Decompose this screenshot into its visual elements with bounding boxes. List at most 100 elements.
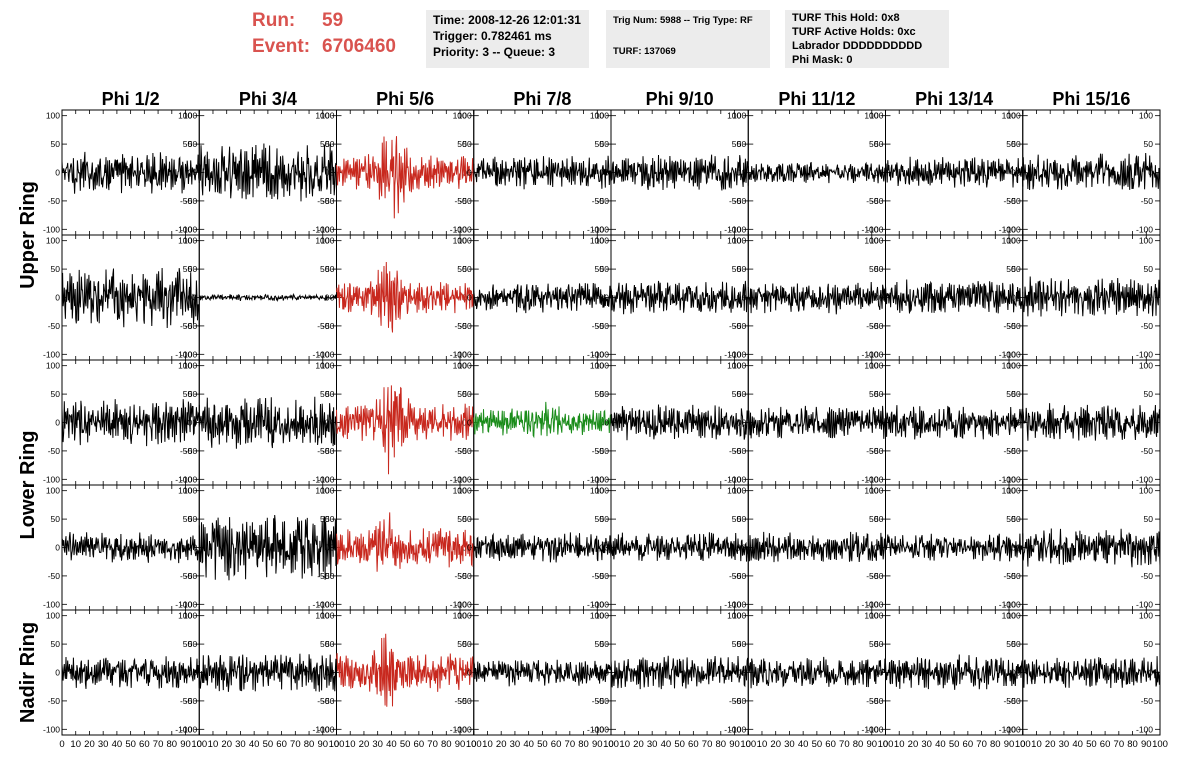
x-tick-label: 70 [1114, 739, 1125, 750]
y-tick-label: 100 [1139, 361, 1153, 371]
trigger-text: Trigger: 0.782461 ms [433, 29, 552, 43]
y-tick-label: 50 [462, 389, 472, 399]
waveform-trace [473, 532, 612, 563]
y-tick-label: 50 [869, 139, 879, 149]
y-tick-label: -100 [724, 599, 741, 609]
waveform-trace [885, 405, 1024, 440]
y-tick-label: 100 [46, 611, 60, 621]
x-tick-label: 60 [688, 739, 699, 750]
y-tick-label: -50 [1141, 696, 1154, 706]
y-tick-label: -100 [729, 724, 746, 734]
turf-active-holds-text: TURF Active Holds: 0xc [792, 26, 916, 38]
x-tick-label: 20 [84, 739, 95, 750]
y-tick-label: -50 [317, 321, 330, 331]
y-tick-label: 50 [457, 139, 467, 149]
y-tick-label: 50 [874, 264, 884, 274]
y-tick-label: -50 [185, 446, 198, 456]
y-tick-label: -50 [729, 696, 742, 706]
y-tick-label: 50 [457, 514, 467, 524]
y-tick-label: -100 [180, 724, 197, 734]
y-tick-label: -100 [1004, 349, 1021, 359]
ring-label: Upper Ring [17, 181, 39, 289]
x-tick-label: 80 [1127, 739, 1138, 750]
time-info-box: Time: 2008-12-26 12:01:31 Trigger: 0.782… [426, 10, 589, 68]
x-tick-label: 0 [883, 739, 888, 750]
waveform-trace [198, 292, 337, 303]
waveform-trace [1022, 276, 1161, 317]
x-tick-label: 40 [249, 739, 260, 750]
y-tick-label: 50 [457, 639, 467, 649]
y-tick-label: 0 [330, 418, 335, 428]
x-tick-label: 80 [578, 739, 589, 750]
x-tick-label: 30 [98, 739, 109, 750]
y-tick-label: 50 [1006, 264, 1016, 274]
y-tick-label: -100 [180, 224, 197, 234]
y-tick-label: -50 [48, 321, 61, 331]
x-tick-label: 10 [1031, 739, 1042, 750]
waveform-trace [885, 156, 1024, 188]
x-tick-label: 70 [565, 739, 576, 750]
column-header: Phi 7/8 [513, 89, 571, 109]
y-tick-label: 0 [879, 668, 884, 678]
waveform-trace [336, 136, 475, 219]
time-text: Time: 2008-12-26 12:01:31 [433, 13, 581, 27]
y-tick-label: 100 [732, 361, 746, 371]
x-tick-label: 40 [798, 739, 809, 750]
waveform-trace [610, 404, 749, 441]
y-tick-label: -100 [592, 724, 609, 734]
y-tick-label: -100 [175, 224, 192, 234]
waveform-trace [1022, 528, 1161, 568]
waveform-trace [747, 281, 886, 315]
y-tick-label: 0 [1016, 168, 1021, 178]
y-tick-label: 0 [1016, 293, 1021, 303]
x-tick-label: 10 [757, 739, 768, 750]
y-tick-label: 50 [1144, 639, 1154, 649]
x-tick-label: 60 [414, 739, 425, 750]
y-tick-label: 50 [732, 639, 742, 649]
ring-label: Nadir Ring [17, 622, 39, 723]
y-tick-label: 0 [874, 168, 879, 178]
y-tick-label: 50 [320, 264, 330, 274]
column-header: Phi 13/14 [915, 89, 993, 109]
x-tick-label: 10 [70, 739, 81, 750]
y-tick-label: -50 [734, 571, 747, 581]
y-tick-label: 0 [325, 168, 330, 178]
y-tick-label: -50 [459, 696, 472, 706]
column-header: Phi 1/2 [102, 89, 160, 109]
y-tick-label: 50 [51, 264, 61, 274]
y-tick-label: -50 [185, 196, 198, 206]
y-tick-label: 100 [453, 486, 467, 496]
y-tick-label: 50 [1011, 514, 1021, 524]
y-tick-label: 0 [330, 168, 335, 178]
y-tick-label: 100 [727, 611, 741, 621]
waveform-trace [1022, 403, 1161, 441]
x-tick-label: 10 [208, 739, 219, 750]
y-tick-label: -100 [587, 474, 604, 484]
y-tick-label: 50 [183, 514, 193, 524]
y-tick-label: -100 [43, 474, 60, 484]
y-tick-label: 100 [178, 611, 192, 621]
y-tick-label: -100 [43, 224, 60, 234]
x-tick-label: 30 [784, 739, 795, 750]
y-tick-label: 50 [869, 639, 879, 649]
y-tick-label: -50 [1008, 446, 1021, 456]
y-tick-label: -50 [322, 446, 335, 456]
y-tick-label: 0 [742, 543, 747, 553]
y-tick-label: 0 [55, 543, 60, 553]
x-tick-label: 0 [334, 739, 339, 750]
y-tick-label: 100 [864, 486, 878, 496]
y-tick-label: 0 [467, 293, 472, 303]
y-tick-label: -100 [317, 349, 334, 359]
y-tick-label: 50 [600, 514, 610, 524]
y-tick-label: 100 [727, 486, 741, 496]
y-tick-label: 50 [188, 264, 198, 274]
y-tick-label: 100 [320, 611, 334, 621]
y-tick-label: 0 [1011, 543, 1016, 553]
y-tick-label: -50 [1141, 196, 1154, 206]
y-tick-label: -50 [322, 321, 335, 331]
x-tick-label: 10 [345, 739, 356, 750]
y-tick-label: -100 [866, 224, 883, 234]
trig-info-box: Trig Num: 5988 -- Trig Type: RF TURF: 13… [606, 10, 770, 68]
waveform-trace [1022, 656, 1161, 689]
y-tick-label: -100 [455, 599, 472, 609]
